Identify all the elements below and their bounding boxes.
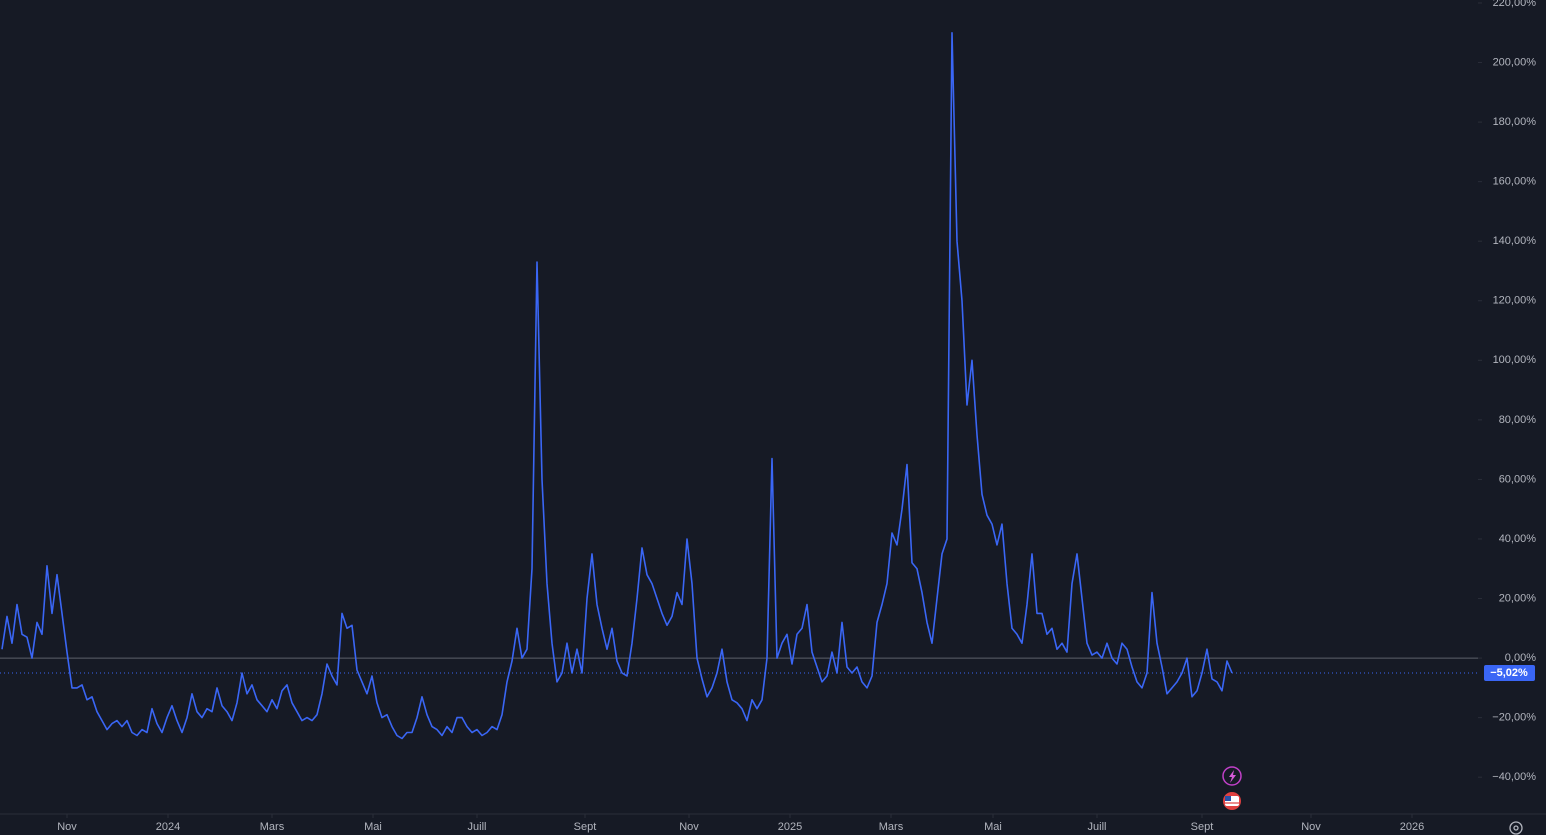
y-tick-label: −40,00% (1492, 771, 1536, 783)
series-line (1, 31, 1233, 740)
gear-outline (1509, 821, 1523, 835)
x-tick-label: 2024 (156, 821, 180, 833)
x-tick-label: Mai (364, 821, 382, 833)
x-tick-label: Mai (984, 821, 1002, 833)
current-value-label: −5,02% (1490, 667, 1528, 679)
y-tick-label: 0,00% (1505, 652, 1536, 664)
y-tick-label: 200,00% (1493, 56, 1537, 68)
x-tick-label: Nov (679, 821, 699, 833)
x-tick-label: Sept (574, 821, 597, 833)
current-value-box (1484, 665, 1535, 682)
x-tick-label: Sept (1191, 821, 1214, 833)
y-tick-label: 120,00% (1493, 295, 1537, 307)
y-tick-label: 60,00% (1499, 473, 1537, 485)
y-tick-label: 180,00% (1493, 116, 1537, 128)
x-tick-label: Nov (57, 821, 77, 833)
x-tick-label: Nov (1301, 821, 1321, 833)
settings-icon[interactable] (1509, 821, 1523, 835)
x-tick-label: Juill (1088, 821, 1107, 833)
y-tick-label: −20,00% (1492, 712, 1536, 724)
y-tick-label: 220,00% (1493, 0, 1537, 9)
x-tick-label: 2025 (778, 821, 802, 833)
x-tick-label: Mars (879, 821, 904, 833)
x-tick-label: 2026 (1400, 821, 1424, 833)
x-tick-label: Juill (468, 821, 487, 833)
y-tick-label: 80,00% (1499, 414, 1537, 426)
event-icons (1222, 766, 1242, 810)
y-tick-label: 20,00% (1499, 592, 1537, 604)
y-tick-label: 160,00% (1493, 176, 1537, 188)
lightning-glyph (1229, 770, 1236, 783)
x-tick-label: Mars (260, 821, 285, 833)
y-tick-label: 40,00% (1499, 533, 1537, 545)
flag-canton (1225, 796, 1231, 801)
gear-hub (1513, 825, 1519, 831)
y-tick-label: 100,00% (1493, 354, 1537, 366)
y-tick-label: 140,00% (1493, 235, 1537, 247)
